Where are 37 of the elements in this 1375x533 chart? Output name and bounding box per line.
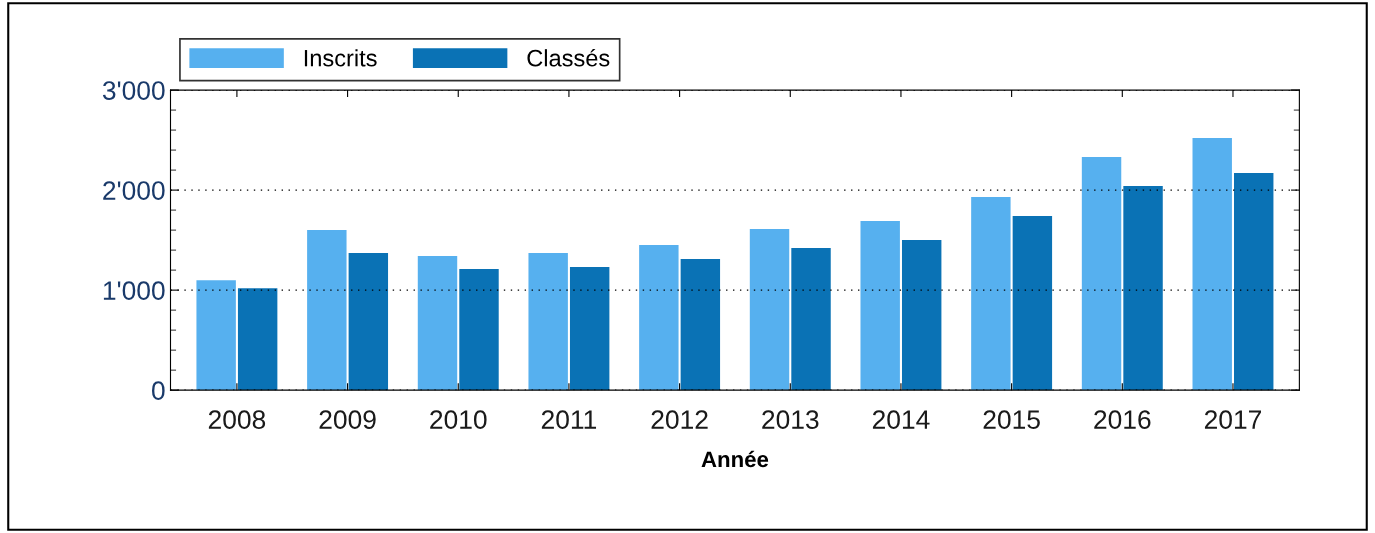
bar <box>1081 157 1122 391</box>
y-tick-label: 0 <box>152 381 165 400</box>
y-tick-label: 1'000 <box>103 281 165 300</box>
bar <box>1012 216 1053 391</box>
x-tick-label: 2016 <box>1094 410 1151 429</box>
bar <box>680 259 721 391</box>
bar <box>417 256 458 391</box>
x-tick-label: 2011 <box>541 410 597 429</box>
bar <box>639 245 679 391</box>
bar <box>901 240 942 391</box>
bar <box>528 253 568 391</box>
x-tick-label: 2014 <box>872 410 930 429</box>
x-axis-title: Année <box>701 450 769 468</box>
bar <box>307 230 347 391</box>
y-tick-label: 2'000 <box>103 181 165 200</box>
bar <box>1123 186 1163 391</box>
y-tick-label: 3'000 <box>102 81 165 100</box>
bar <box>569 267 610 391</box>
bar <box>196 280 236 391</box>
x-tick-label: 2017 <box>1204 410 1261 429</box>
bar <box>1192 138 1232 391</box>
x-tick-label: 2012 <box>651 410 708 429</box>
legend-label: Classés <box>527 48 610 67</box>
bar <box>459 269 499 391</box>
bar <box>749 229 790 391</box>
bar <box>348 253 389 391</box>
bar <box>791 248 831 391</box>
x-tick-label: 2010 <box>430 410 487 429</box>
bar <box>971 197 1011 391</box>
x-tick-label: 2008 <box>208 410 266 429</box>
legend-label: Inscrits <box>304 49 377 67</box>
bar <box>237 288 278 391</box>
x-tick-label: 2013 <box>762 410 819 429</box>
bar <box>1234 173 1274 391</box>
bar <box>860 221 900 391</box>
x-tick-label: 2015 <box>983 410 1040 429</box>
x-tick-label: 2009 <box>319 410 376 429</box>
